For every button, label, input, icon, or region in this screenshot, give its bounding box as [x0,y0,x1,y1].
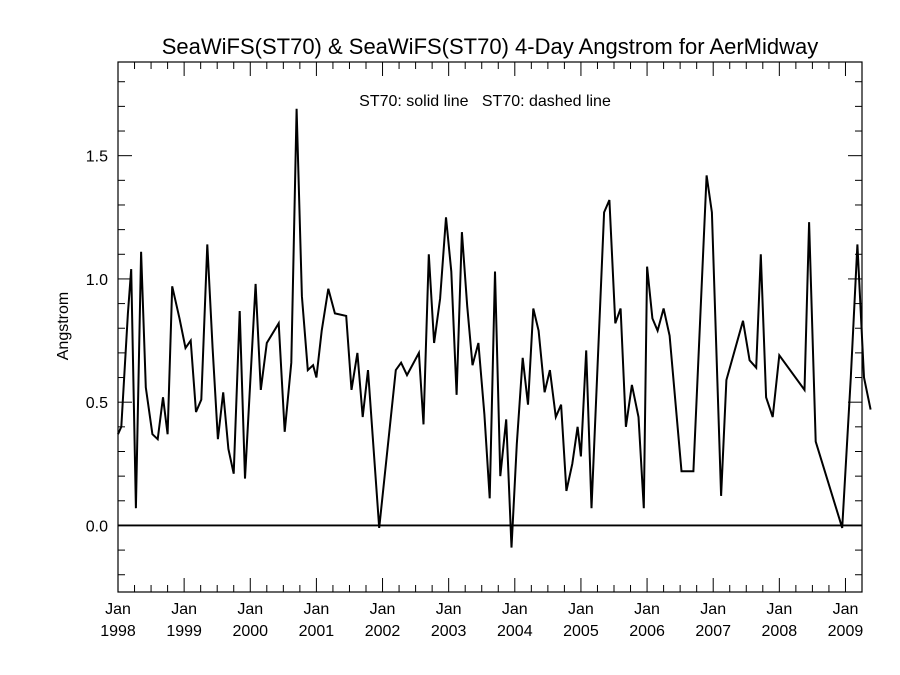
x-tick-month-label: Jan [833,601,859,618]
y-tick-label: 1.0 [86,272,108,289]
x-tick-month-label: Jan [634,601,660,618]
legend-annotation: ST70: solid line ST70: dashed line [359,93,611,110]
x-tick-year-label: 1998 [100,623,136,640]
y-tick-label: 0.0 [86,518,108,535]
x-tick-month-label: Jan [171,601,197,618]
x-tick-month-label: Jan [105,601,131,618]
plot-frame [117,61,863,593]
x-tick-month-label: Jan [766,601,792,618]
x-tick-year-label: 2001 [299,623,335,640]
x-tick-month-label: Jan [370,601,396,618]
x-tick-year-label: 2000 [232,623,268,640]
chart-title: SeaWiFS(ST70) & SeaWiFS(ST70) 4-Day Angs… [162,34,819,59]
x-axis: Jan 1998 Jan 1999 Jan 2000 Jan 2001 Jan 2002 Jan 20… [100,62,863,640]
x-tick-year-label: 2002 [365,623,401,640]
x-tick-month-label: Jan [436,601,462,618]
x-tick-year-label: 1999 [166,623,202,640]
x-tick-year-label: 2007 [695,623,731,640]
x-tick-month-label: Jan [304,601,330,618]
x-tick-year-label: 2008 [762,623,798,640]
y-tick-label: 1.5 [86,149,108,166]
series-layer [117,108,872,548]
y-axis-label: Angstrom [55,292,72,360]
x-tick-month-label: Jan [700,601,726,618]
x-tick-year-label: 2004 [497,623,533,640]
plot-border [117,61,863,593]
x-tick-month-label: Jan [237,601,263,618]
x-tick-year-label: 2006 [629,623,665,640]
x-tick-month-label: Jan [502,601,528,618]
y-tick-label: 0.5 [86,395,108,412]
series-line-1 [117,108,872,548]
x-tick-year-label: 2005 [563,623,599,640]
x-tick-year-label: 2003 [431,623,467,640]
x-tick-month-label: Jan [568,601,594,618]
x-tick-year-label: 2009 [828,623,864,640]
y-axis: 0.0 0.5 1.0 1.5 [86,81,862,576]
